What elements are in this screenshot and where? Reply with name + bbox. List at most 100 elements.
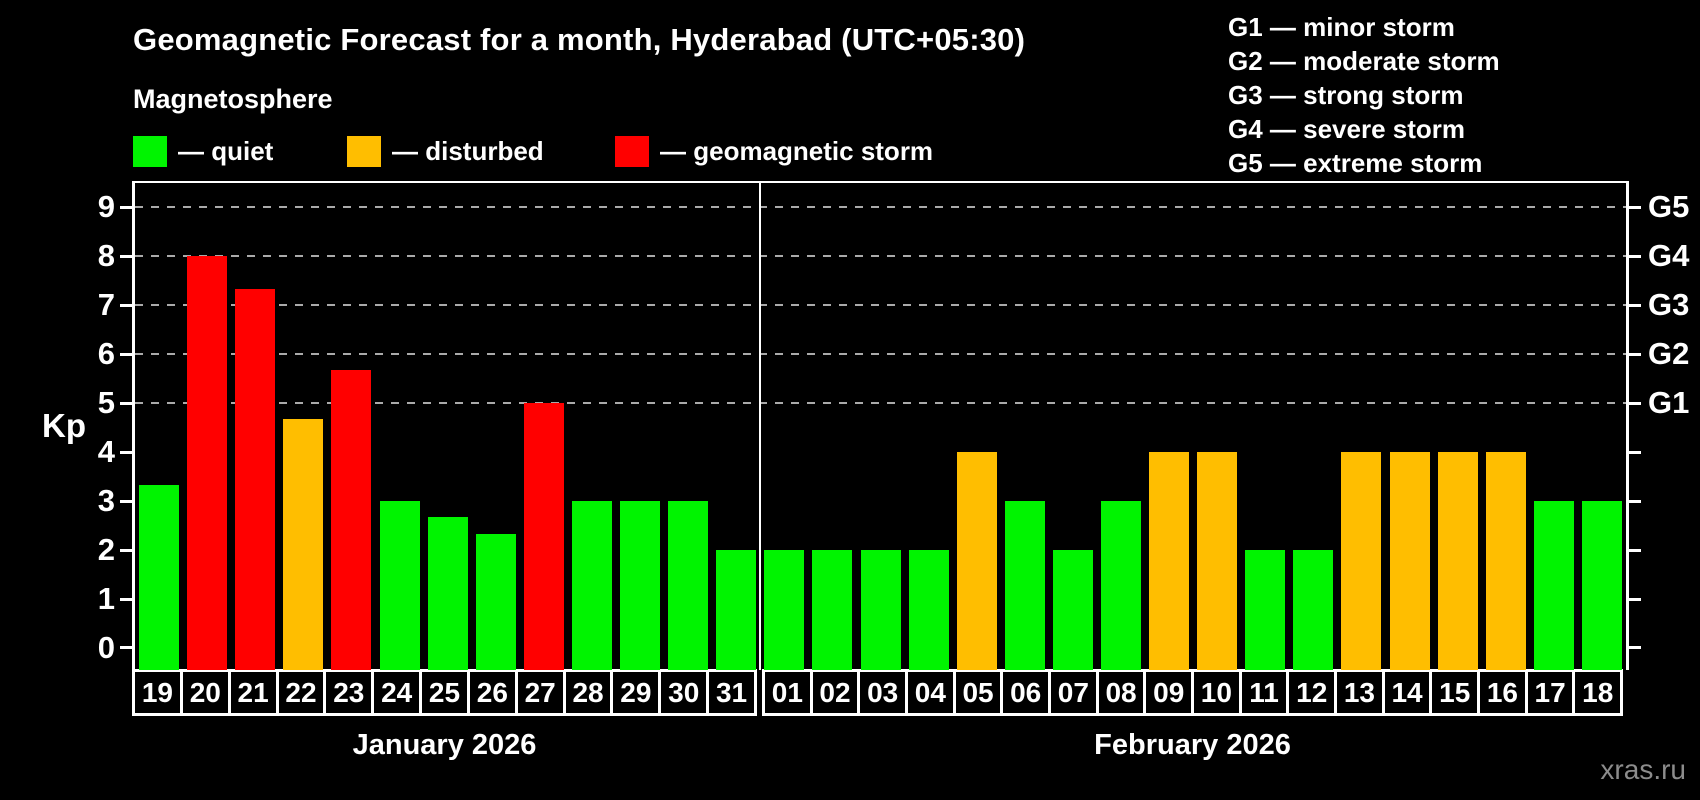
day-label-02: 02 [809, 672, 858, 713]
y-tick-left [120, 205, 132, 209]
g-axis-label-G3: G3 [1648, 287, 1690, 323]
y-tick-left [120, 254, 132, 258]
y-tick-left [120, 646, 132, 650]
day-label-09: 09 [1143, 672, 1191, 713]
day-label-30: 30 [658, 672, 706, 713]
day-label-20: 20 [179, 672, 228, 713]
kp-bar-jan-26 [475, 533, 516, 670]
g-legend-line-4: G4 — severe storm [1228, 114, 1466, 144]
y-tick-left [120, 352, 132, 356]
kp-bar-feb-14 [1389, 452, 1430, 670]
day-label-18: 18 [1572, 672, 1620, 713]
storm-color-swatch [615, 135, 649, 167]
day-label-04: 04 [905, 672, 953, 713]
kp-bar-jan-24 [379, 501, 420, 670]
kp-bar-feb-16 [1485, 452, 1526, 670]
legend-label-quiet: — quiet [178, 135, 274, 166]
gridline-kp-7 [135, 304, 1626, 307]
y-tick-right [1629, 205, 1641, 209]
legend-item-quiet: — quiet [133, 134, 273, 168]
day-label-14: 14 [1381, 672, 1430, 713]
legend-title: Magnetosphere [133, 84, 333, 114]
legend-label-storm: — geomagnetic storm [660, 135, 934, 166]
y-tick-left [120, 303, 132, 307]
kp-bar-feb-13 [1341, 452, 1382, 670]
y-tick-left [120, 597, 132, 601]
kp-bar-feb-04 [908, 550, 949, 670]
day-label-15: 15 [1429, 672, 1477, 713]
g-axis-label-G5: G5 [1648, 189, 1690, 225]
y-tick-right [1629, 450, 1641, 454]
kp-bar-jan-20 [187, 256, 228, 670]
kp-bar-feb-01 [764, 550, 805, 670]
kp-bar-feb-12 [1293, 550, 1334, 670]
legend-item-storm: — geomagnetic storm [615, 134, 933, 168]
day-label-05: 05 [952, 672, 1001, 713]
y-tick-left [120, 499, 132, 503]
y-tick-right [1629, 597, 1641, 601]
plot-area: 0 1 2 3 4 5 6 7 8 9 G1 G2 G3 G4 G5 [98, 181, 1689, 670]
kp-bar-jan-19 [139, 484, 180, 670]
day-label-25: 25 [419, 672, 467, 713]
day-label-21: 21 [227, 672, 276, 713]
gridline-kp-8 [135, 255, 1626, 258]
quiet-color-swatch [133, 135, 167, 167]
y-tick-right [1629, 499, 1641, 503]
day-label-16: 16 [1477, 672, 1525, 713]
day-label-19: 19 [141, 677, 173, 708]
day-label-27: 27 [514, 672, 563, 713]
day-label-13: 13 [1334, 672, 1382, 713]
day-label-23: 23 [323, 672, 371, 713]
y-tick-label-5: 5 [97, 385, 115, 421]
day-label-row-february: 01 02 03 04 05 06 07 08 09 10 11 12 13 14 15 16 17 18 [762, 669, 1623, 716]
kp-bar-jan-21 [235, 289, 276, 670]
day-label-11: 11 [1238, 672, 1287, 713]
y-tick-label-8: 8 [97, 238, 115, 274]
day-label-28: 28 [562, 672, 611, 713]
g-legend-line-1: G1 — minor storm [1228, 12, 1455, 42]
day-label-07: 07 [1048, 672, 1096, 713]
g-axis-label-G2: G2 [1648, 336, 1690, 372]
y-tick-right [1629, 303, 1641, 307]
g-axis-label-G4: G4 [1648, 238, 1690, 274]
kp-bar-feb-10 [1197, 452, 1238, 670]
y-tick-right [1629, 646, 1641, 650]
day-label-26: 26 [466, 672, 515, 713]
kp-bar-feb-02 [812, 550, 853, 670]
day-label-row-january: 19 20 21 22 23 24 25 26 27 28 29 30 31 [132, 669, 757, 716]
g-legend-line-2: G2 — moderate storm [1228, 46, 1500, 76]
month-label-january: January 2026 [352, 729, 537, 761]
kp-bar-feb-06 [1004, 501, 1045, 670]
day-label-12: 12 [1286, 672, 1334, 713]
kp-bar-jan-28 [571, 501, 612, 670]
x-axis: 19 20 21 22 23 24 25 26 27 28 29 30 31 01 02 03 04 05 06 0… [132, 669, 1623, 800]
day-label-24: 24 [371, 672, 419, 713]
g-scale-legend: G1 — minor storm G2 — moderate storm G3 — … [1228, 10, 1500, 180]
y-tick-left [120, 548, 132, 552]
y-tick-right [1629, 548, 1641, 552]
day-label-29: 29 [610, 672, 658, 713]
y-tick-left [120, 401, 132, 405]
day-label-31: 31 [706, 672, 754, 713]
month-separator-line [759, 183, 762, 670]
magnetosphere-legend: — quiet — disturbed — geomagnetic storm [133, 134, 1083, 168]
day-label-22: 22 [275, 672, 324, 713]
legend-item-disturbed: — disturbed [347, 134, 544, 168]
kp-bar-feb-11 [1245, 550, 1286, 670]
y-tick-label-2: 2 [97, 532, 115, 568]
kp-bar-jan-29 [620, 501, 661, 670]
y-tick-label-3: 3 [97, 483, 115, 519]
gridline-kp-6 [135, 353, 1626, 356]
kp-bar-jan-23 [331, 370, 372, 670]
day-label-10: 10 [1191, 672, 1239, 713]
kp-bar-feb-17 [1533, 501, 1574, 670]
kp-bar-jan-31 [716, 550, 757, 670]
day-label-17: 17 [1524, 672, 1573, 713]
y-tick-right [1629, 352, 1641, 356]
kp-bar-feb-15 [1437, 452, 1478, 670]
kp-bar-feb-18 [1581, 501, 1622, 670]
day-label-06: 06 [1000, 672, 1048, 713]
disturbed-color-swatch [347, 135, 381, 167]
g-legend-line-5: G5 — extreme storm [1228, 148, 1483, 178]
